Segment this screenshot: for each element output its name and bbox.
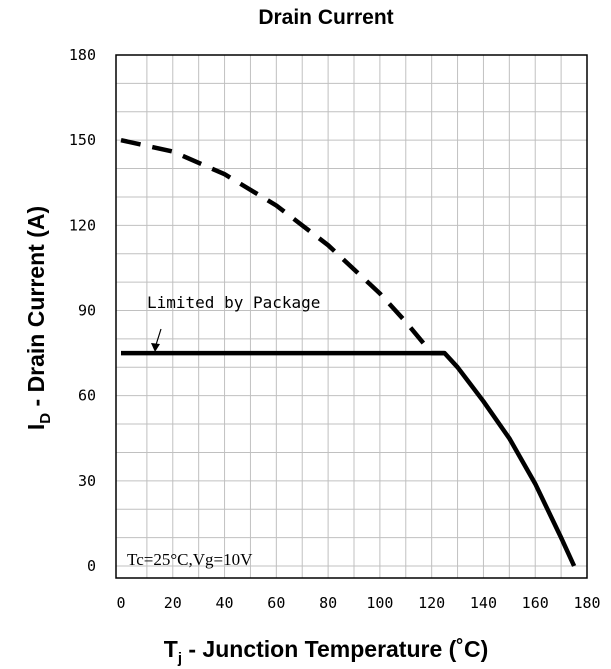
y-axis-title-base: I bbox=[23, 424, 49, 430]
y-axis-title-sub: D bbox=[37, 413, 54, 424]
x-tick-label: 140 bbox=[470, 594, 497, 612]
x-tick-label: 100 bbox=[366, 594, 393, 612]
y-axis-title-rest: - Drain Current (A) bbox=[23, 206, 49, 413]
grid bbox=[116, 55, 587, 578]
x-axis-title-rest: - Junction Temperature (˚C) bbox=[182, 636, 488, 662]
x-tick-label: 160 bbox=[522, 594, 549, 612]
annotation-text: Limited by Package bbox=[147, 293, 320, 312]
annotation-arrowhead bbox=[151, 343, 160, 352]
x-axis-title-sub: j bbox=[177, 650, 182, 667]
series-group bbox=[120, 138, 577, 567]
y-tick-label: 60 bbox=[78, 387, 96, 405]
x-tick-label: 0 bbox=[116, 594, 125, 612]
y-tick-labels: 0 30 60 90 120 150 180 bbox=[69, 46, 96, 575]
x-tick-label: 180 bbox=[573, 594, 600, 612]
series-line-dashed bbox=[120, 138, 445, 356]
y-tick-label: 180 bbox=[69, 46, 96, 64]
y-tick-label: 30 bbox=[78, 472, 96, 490]
y-tick-label: 150 bbox=[69, 131, 96, 149]
annotation-limited-by-package: Limited by Package bbox=[147, 293, 320, 352]
test-conditions: Tc=25°C,Vg=10V bbox=[127, 550, 253, 569]
x-tick-labels: 0 20 40 60 80 100 120 140 160 180 bbox=[116, 594, 600, 612]
series-line-solid bbox=[121, 350, 577, 567]
x-tick-label: 80 bbox=[319, 594, 337, 612]
y-tick-label: 90 bbox=[78, 302, 96, 320]
x-axis-title-base: T bbox=[164, 636, 178, 662]
x-tick-label: 40 bbox=[216, 594, 234, 612]
x-tick-label: 20 bbox=[164, 594, 182, 612]
x-tick-label: 120 bbox=[418, 594, 445, 612]
y-tick-label: 120 bbox=[69, 216, 96, 234]
y-tick-label: 0 bbox=[87, 557, 96, 575]
x-axis-title: Tj - Junction Temperature (˚C) bbox=[164, 636, 489, 667]
chart-title: Drain Current bbox=[258, 6, 393, 29]
y-axis-title: ID - Drain Current (A) bbox=[23, 206, 54, 430]
x-tick-label: 60 bbox=[267, 594, 285, 612]
plot-frame bbox=[115, 54, 588, 579]
